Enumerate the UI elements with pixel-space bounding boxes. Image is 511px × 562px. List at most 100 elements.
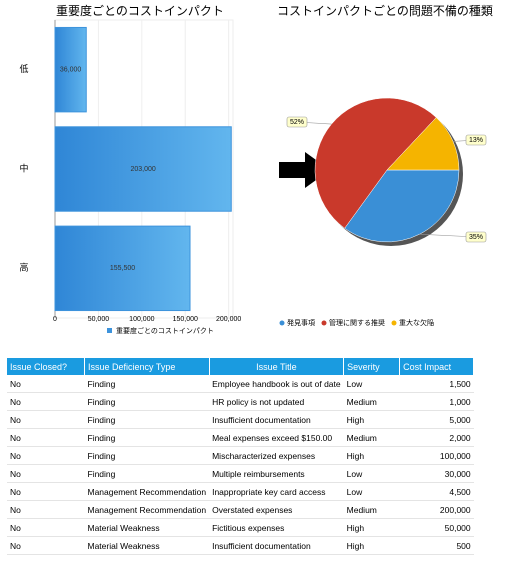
table-cell: High [343,518,400,537]
table-row[interactable]: No Finding Insufficient documentation High 5… [7,410,474,429]
pie-label-box [465,134,487,146]
x-tick-label: 0 [53,316,57,323]
column-header[interactable]: Severity [343,358,401,375]
table-row[interactable]: No Finding HR policy is not updated Medium 1… [7,392,474,411]
table-cell: High [343,446,400,465]
table-cell: Management Recommendation [84,500,210,519]
legend-swatch [391,320,397,326]
x-tick-label: 150,000 [173,316,198,323]
table-cell: Insufficient documentation [209,536,344,555]
table-cell: 50,000 [399,518,474,537]
column-header[interactable]: Issue Title [209,358,345,375]
table-cell: Insufficient documentation [209,410,344,429]
table-cell: Finding [84,446,210,465]
legend-swatch [321,320,327,326]
table-cell: No [7,518,85,537]
table-cell: 4,500 [399,482,474,501]
table-cell: HR policy is not updated [209,392,344,411]
legend-label: 重大な欠陥 [399,318,434,327]
table-cell: Finding [84,375,210,393]
table-cell: Meal expenses exceed $150.00 [209,428,344,447]
legend-label: 重要度ごとのコストインパクト [116,326,214,335]
pie-label: 35% [469,234,483,241]
table-row[interactable]: No Finding Employee handbook is out of dat… [7,375,474,393]
table-cell: Finding [84,428,210,447]
table-cell: No [7,375,85,393]
y-tick-label: 高 [19,262,28,273]
table-cell: 5,000 [399,410,474,429]
table-cell: No [7,410,85,429]
table-cell: Medium [343,500,400,519]
column-header[interactable]: Issue Closed? [7,358,85,375]
legend-swatch [279,320,285,326]
bar-value-label: 36,000 [60,67,82,74]
table-cell: 200,000 [399,500,474,519]
y-tick-label: 低 [19,63,28,74]
table-cell: 500 [399,536,474,555]
table-row[interactable]: No Material Weakness Fictitious expenses Hi… [7,518,474,537]
table-cell: 30,000 [399,464,474,483]
x-tick-label: 200,000 [216,316,241,323]
column-header[interactable]: Cost Impact [399,358,475,375]
table-cell: Medium [343,428,400,447]
bar-value-label: 155,500 [110,265,135,272]
table-cell: Overstated expenses [209,500,344,519]
x-tick-label: 100,000 [129,316,154,323]
pie-slice [344,169,460,243]
table-cell: No [7,536,85,555]
table-cell: Finding [84,392,210,411]
pie-slice [386,117,460,171]
table-cell: Mischaracterized expenses [209,446,344,465]
table-row[interactable]: No Finding Multiple reimbursements Low 30,00… [7,464,474,483]
table-cell: Medium [343,392,400,411]
table-row[interactable]: No Material Weakness Insufficient document… [7,536,474,555]
table-cell: No [7,392,85,411]
table-cell: Low [343,464,400,483]
pie-label-box [286,116,308,128]
table-cell: Finding [84,410,210,429]
table-cell: Employee handbook is out of date [209,375,344,393]
table-cell: Material Weakness [84,536,210,555]
table-cell: Material Weakness [84,518,210,537]
legend-label: 管理に関する推奨 [329,318,385,327]
bar-value-label: 203,000 [130,166,155,173]
bar [54,126,232,212]
issues-table: Issue Closed? Issue Deficiency Type Issue … [7,358,475,555]
pie-label-box [465,231,487,243]
table-row[interactable]: No Management Recommendation Inappropriate… [7,482,474,501]
y-tick-label: 中 [19,162,28,173]
table-row[interactable]: No Finding Mischaracterized expenses High 10… [7,446,474,465]
table-cell: Management Recommendation [84,482,210,501]
x-tick-label: 50,000 [88,316,110,323]
table-cell: Low [343,482,400,501]
table-cell: No [7,446,85,465]
legend-label: 発見事項 [287,318,315,327]
table-cell: Multiple reimbursements [209,464,344,483]
table-cell: Finding [84,464,210,483]
bar [54,225,191,312]
table-cell: No [7,464,85,483]
charts: 重要度ごとのコストインパクト コストインパクトごとの問題不備の種類 0 50,00… [19,3,493,335]
column-header[interactable]: Issue Deficiency Type [84,358,210,375]
table-row[interactable]: No Finding Meal expenses exceed $150.00 Med… [7,428,474,447]
bar [54,26,87,113]
table-cell: No [7,428,85,447]
table-cell: 1,500 [399,375,474,393]
table-cell: Inappropriate key card access [209,482,344,501]
table-cell: 1,000 [399,392,474,411]
table-cell: High [343,410,400,429]
table-cell: No [7,500,85,519]
table-cell: Low [343,375,400,393]
pie-label: 13% [469,137,483,144]
table-cell: 2,000 [399,428,474,447]
legend-swatch [107,328,112,333]
bar-title: 重要度ごとのコストインパクト [56,3,224,18]
pie-slice [314,97,437,229]
table-cell: High [343,536,400,555]
table-row[interactable]: No Management Recommendation Overstated ex… [7,500,474,519]
table-cell: Fictitious expenses [209,518,344,537]
pie-label: 52% [290,119,304,126]
pie-title: コストインパクトごとの問題不備の種類 [277,3,493,18]
table-cell: 100,000 [399,446,474,465]
